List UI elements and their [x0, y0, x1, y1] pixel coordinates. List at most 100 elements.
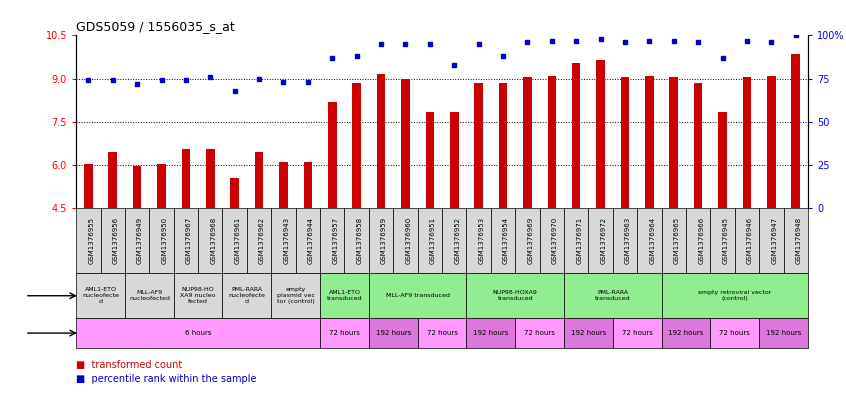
Text: GSM1376957: GSM1376957	[332, 217, 338, 264]
Bar	[84, 163, 92, 208]
Bar	[108, 152, 117, 208]
Bar	[369, 318, 418, 348]
Text: 192 hours: 192 hours	[766, 330, 801, 336]
Text: 72 hours: 72 hours	[719, 330, 750, 336]
Text: GSM1376953: GSM1376953	[479, 217, 485, 264]
Bar	[369, 273, 466, 318]
Bar	[255, 152, 263, 208]
Bar	[596, 60, 605, 208]
Text: GSM1376968: GSM1376968	[211, 217, 217, 264]
Bar	[272, 273, 320, 318]
Bar	[662, 208, 686, 273]
Bar	[466, 273, 564, 318]
Bar	[613, 208, 637, 273]
Text: 192 hours: 192 hours	[668, 330, 704, 336]
Bar	[792, 54, 800, 208]
Bar	[783, 208, 808, 273]
Text: GSM1376956: GSM1376956	[113, 217, 118, 264]
Text: GSM1376971: GSM1376971	[576, 217, 582, 264]
Text: GSM1376960: GSM1376960	[405, 217, 411, 264]
Text: GSM1376965: GSM1376965	[673, 217, 680, 264]
Bar	[686, 208, 711, 273]
Bar	[125, 208, 149, 273]
Bar	[669, 77, 678, 208]
Bar	[76, 318, 320, 348]
Bar	[133, 165, 141, 208]
Bar	[76, 208, 101, 273]
Bar	[125, 273, 173, 318]
Text: 72 hours: 72 hours	[426, 330, 458, 336]
Text: GSM1376967: GSM1376967	[186, 217, 192, 264]
Bar	[564, 273, 662, 318]
Bar	[344, 208, 369, 273]
Bar	[353, 83, 361, 208]
Bar	[320, 273, 369, 318]
Text: AML1-ETO
nucleofecte
d: AML1-ETO nucleofecte d	[82, 287, 119, 304]
Text: PML-RARA
transduced: PML-RARA transduced	[595, 290, 630, 301]
Bar	[149, 208, 173, 273]
Bar	[426, 112, 434, 208]
Text: GSM1376944: GSM1376944	[308, 217, 314, 264]
Text: AML1-ETO
transduced: AML1-ETO transduced	[327, 290, 362, 301]
Bar	[637, 208, 662, 273]
Bar	[450, 112, 459, 208]
Bar	[466, 318, 515, 348]
Bar	[547, 76, 556, 208]
Bar	[711, 318, 759, 348]
Bar	[393, 208, 418, 273]
Text: empty retroviral vector
(control): empty retroviral vector (control)	[698, 290, 772, 301]
Text: PML-RARA
nucleofecte
d: PML-RARA nucleofecte d	[228, 287, 266, 304]
Bar	[491, 208, 515, 273]
Bar	[173, 208, 198, 273]
Bar	[418, 318, 466, 348]
Bar	[572, 63, 580, 208]
Text: 192 hours: 192 hours	[376, 330, 411, 336]
Text: GSM1376962: GSM1376962	[259, 217, 265, 264]
Bar	[588, 208, 613, 273]
Text: GSM1376949: GSM1376949	[137, 217, 143, 264]
Bar	[767, 76, 776, 208]
Bar	[296, 208, 320, 273]
Text: 6 hours: 6 hours	[185, 330, 212, 336]
Bar	[523, 77, 531, 208]
Bar	[718, 112, 727, 208]
Text: MLL-AF9
nucleofected: MLL-AF9 nucleofected	[129, 290, 170, 301]
Bar	[279, 162, 288, 208]
Bar	[759, 208, 783, 273]
Bar	[418, 208, 442, 273]
Text: GSM1376946: GSM1376946	[747, 217, 753, 264]
Text: 72 hours: 72 hours	[622, 330, 652, 336]
Text: GSM1376951: GSM1376951	[430, 217, 436, 264]
Text: GSM1376952: GSM1376952	[454, 217, 460, 264]
Text: GSM1376945: GSM1376945	[722, 217, 728, 264]
Bar	[101, 208, 125, 273]
Bar	[369, 208, 393, 273]
Bar	[564, 318, 613, 348]
Bar	[515, 208, 540, 273]
Bar	[182, 149, 190, 208]
Bar	[230, 178, 239, 208]
Text: empty
plasmid vec
tor (control): empty plasmid vec tor (control)	[277, 287, 315, 304]
Bar	[734, 208, 759, 273]
Text: GDS5059 / 1556035_s_at: GDS5059 / 1556035_s_at	[76, 20, 235, 33]
Bar	[759, 318, 808, 348]
Text: 72 hours: 72 hours	[525, 330, 555, 336]
Text: GSM1376947: GSM1376947	[772, 217, 777, 264]
Bar	[376, 74, 385, 208]
Bar	[499, 83, 508, 208]
Bar	[76, 273, 125, 318]
Bar	[320, 208, 344, 273]
Text: MLL-AF9 transduced: MLL-AF9 transduced	[386, 293, 449, 298]
Bar	[621, 77, 629, 208]
Bar	[304, 162, 312, 208]
Text: GSM1376955: GSM1376955	[88, 217, 95, 264]
Text: GSM1376966: GSM1376966	[698, 217, 704, 264]
Text: GSM1376969: GSM1376969	[527, 217, 534, 264]
Bar	[662, 273, 808, 318]
Bar	[247, 208, 272, 273]
Text: NUP98-HOXA9
transduced: NUP98-HOXA9 transduced	[492, 290, 538, 301]
Bar	[222, 208, 247, 273]
Bar	[320, 318, 369, 348]
Bar	[645, 76, 654, 208]
Text: GSM1376943: GSM1376943	[283, 217, 289, 264]
